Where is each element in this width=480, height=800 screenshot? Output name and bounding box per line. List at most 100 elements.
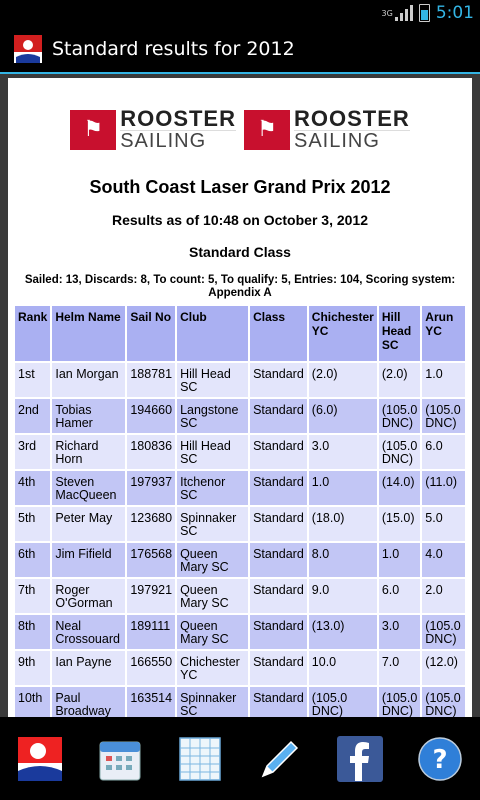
cell-class: Standard — [250, 399, 307, 433]
calendar-button[interactable] — [94, 733, 146, 785]
cell-class: Standard — [250, 507, 307, 541]
calendar-icon — [99, 741, 141, 780]
rooster-icon: ⚑ — [70, 109, 117, 150]
cell-helm: Paul Broadway — [52, 687, 126, 717]
cell-arun: 2.0 — [422, 579, 466, 613]
cell-sail: 188781 — [127, 363, 176, 397]
cell-class: Standard — [250, 543, 307, 577]
clock: 5:01 — [435, 3, 474, 23]
cell-club: Spinnaker SC — [177, 687, 249, 717]
cell-helm: Peter May — [52, 507, 126, 541]
status-bar: 3G 5:01 — [0, 0, 480, 25]
results-page[interactable]: ⚑ ROOSTER SAILING ⚑ ROOSTER SAILING Sout… — [8, 78, 472, 717]
sponsor-logo: ⚑ ROOSTER SAILING — [70, 108, 236, 151]
cell-club: Queen Mary SC — [177, 543, 249, 577]
cell-chichester: (18.0) — [308, 507, 377, 541]
header-rank: Rank — [15, 306, 51, 361]
status-icons: 3G 5:01 — [382, 3, 474, 23]
cell-hillhead: 6.0 — [378, 579, 421, 613]
cell-class: Standard — [250, 363, 307, 397]
cell-club: Queen Mary SC — [177, 579, 249, 613]
table-row: 3rd Richard Horn 180836 Hill Head SC Standar… — [15, 435, 466, 469]
table-row: 8th Neal Crossouard 189111 Queen Mary SC Sta… — [15, 615, 466, 649]
cell-chichester: (6.0) — [308, 399, 377, 433]
cell-rank: 5th — [15, 507, 51, 541]
cell-sail: 197937 — [127, 471, 176, 505]
cell-club: Queen Mary SC — [177, 615, 249, 649]
header-sail: Sail No — [127, 306, 176, 361]
cell-hillhead: 3.0 — [378, 615, 421, 649]
header-club: Club — [177, 306, 249, 361]
cell-chichester: 9.0 — [308, 579, 377, 613]
event-title: South Coast Laser Grand Prix 2012 — [89, 177, 391, 197]
cell-arun: 1.0 — [422, 363, 466, 397]
action-bar: Standard results for 2012 — [0, 25, 480, 73]
cell-hillhead: (105.0 DNC) — [378, 399, 421, 433]
cell-rank: 4th — [15, 471, 51, 505]
cell-helm: Richard Horn — [52, 435, 126, 469]
cell-helm: Steven MacQueen — [52, 471, 126, 505]
cell-club: Hill Head SC — [177, 435, 249, 469]
brand-line1: ROOSTER — [120, 106, 236, 131]
cell-rank: 7th — [15, 579, 51, 613]
help-button[interactable]: ? — [414, 733, 466, 785]
cell-class: Standard — [250, 615, 307, 649]
facebook-icon — [337, 735, 383, 782]
notes-button[interactable] — [254, 733, 306, 785]
help-icon: ? — [418, 736, 462, 781]
cell-sail: 197921 — [127, 579, 176, 613]
cell-chichester: (2.0) — [308, 363, 377, 397]
app-logo-icon[interactable] — [14, 35, 42, 63]
cell-hillhead: (2.0) — [378, 363, 421, 397]
cell-sail: 180836 — [127, 435, 176, 469]
title-divider — [0, 72, 480, 74]
signal-icon — [394, 5, 413, 21]
cell-arun: (105.0 DNC) — [422, 687, 466, 717]
cell-class: Standard — [250, 435, 307, 469]
cell-rank: 8th — [15, 615, 51, 649]
table-row: 6th Jim Fifield 176568 Queen Mary SC Standar… — [15, 543, 466, 577]
cell-rank: 1st — [15, 363, 51, 397]
rooster-logo-icon — [18, 736, 62, 781]
sponsor-logo: ⚑ ROOSTER SAILING — [244, 108, 410, 151]
cell-sail: 163514 — [127, 687, 176, 717]
cell-chichester: 8.0 — [308, 543, 377, 577]
facebook-button[interactable] — [334, 733, 386, 785]
cell-chichester: (105.0 DNC) — [308, 687, 377, 717]
cell-chichester: 1.0 — [308, 471, 377, 505]
cell-helm: Neal Crossouard — [52, 615, 126, 649]
cell-rank: 3rd — [15, 435, 51, 469]
brand-line2: SAILING — [120, 130, 236, 151]
cell-rank: 6th — [15, 543, 51, 577]
cell-chichester: (13.0) — [308, 615, 377, 649]
cell-helm: Ian Payne — [52, 651, 126, 685]
cell-chichester: 10.0 — [308, 651, 377, 685]
series-summary: Sailed: 13, Discards: 8, To count: 5, To… — [24, 274, 456, 299]
brand-line2: SAILING — [294, 130, 410, 151]
cell-class: Standard — [250, 579, 307, 613]
results-button[interactable] — [174, 733, 226, 785]
cell-helm: Roger O'Gorman — [52, 579, 126, 613]
header-class: Class — [250, 306, 307, 361]
cell-arun: (11.0) — [422, 471, 466, 505]
results-timestamp: Results as of 10:48 on October 3, 2012 — [112, 212, 368, 228]
home-button[interactable] — [14, 733, 66, 785]
class-heading: Standard Class — [189, 244, 291, 260]
cell-chichester: 3.0 — [308, 435, 377, 469]
cell-sail: 123680 — [127, 507, 176, 541]
webview-container[interactable]: ⚑ ROOSTER SAILING ⚑ ROOSTER SAILING Sout… — [0, 74, 480, 717]
cell-hillhead: (14.0) — [378, 471, 421, 505]
page-title: Standard results for 2012 — [52, 38, 295, 60]
cell-sail: 194660 — [127, 399, 176, 433]
pen-icon — [261, 740, 299, 777]
cell-sail: 176568 — [127, 543, 176, 577]
cell-arun: (105.0 DNC) — [422, 615, 466, 649]
cell-hillhead: (105.0 DNC) — [378, 435, 421, 469]
cell-arun: 4.0 — [422, 543, 466, 577]
table-row: 9th Ian Payne 166550 Chichester YC Standard 1… — [15, 651, 466, 685]
results-grid-icon — [179, 736, 221, 781]
cell-helm: Tobias Hamer — [52, 399, 126, 433]
cell-rank: 10th — [15, 687, 51, 717]
cell-arun: 5.0 — [422, 507, 466, 541]
table-body: 1st Ian Morgan 188781 Hill Head SC Standard(… — [15, 363, 466, 717]
